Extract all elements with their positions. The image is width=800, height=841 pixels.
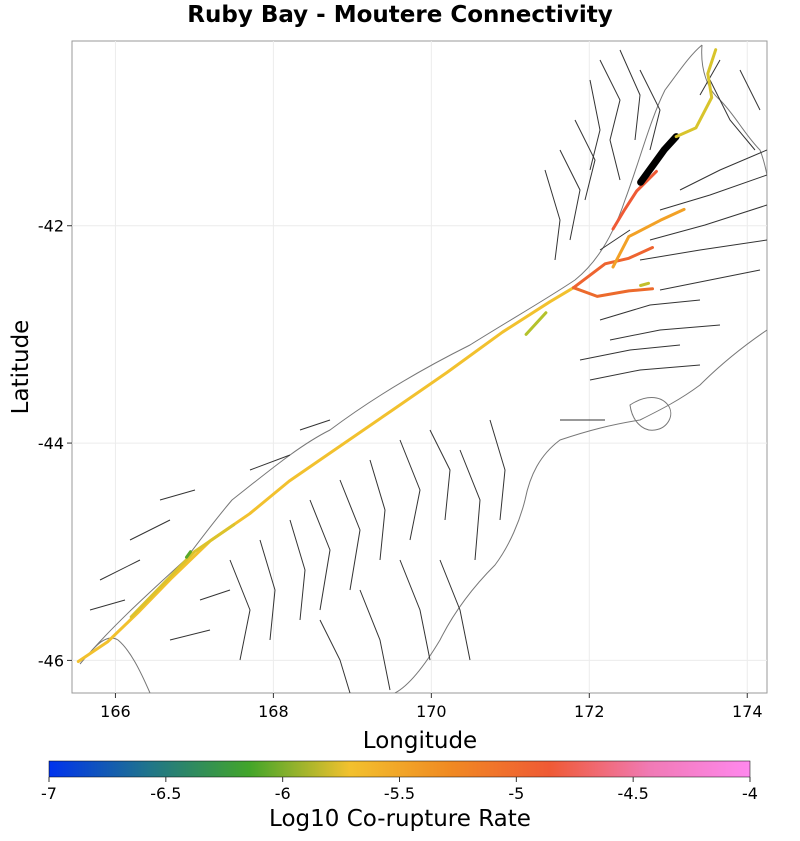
x-tick-label: 166 <box>100 702 131 721</box>
colorbar-tick-label: -7 <box>41 784 57 803</box>
fault-alpine-central- <box>129 523 236 619</box>
x-tick-label: 168 <box>258 702 289 721</box>
fault-fiordland-segment <box>185 550 192 559</box>
colorbar-tick-label: -6 <box>275 784 291 803</box>
colorbar <box>48 760 751 778</box>
colorbar-tick-label: -4.5 <box>618 784 649 803</box>
x-axis-title: Longitude <box>363 728 477 754</box>
fault-kelly <box>524 311 548 336</box>
colorbar-tick-label: -6.5 <box>150 784 181 803</box>
colorbar-tick-label: -4 <box>742 784 758 803</box>
fault-awatere <box>611 207 686 269</box>
x-tick-label: 172 <box>574 702 605 721</box>
plot-panel <box>71 40 768 694</box>
map-title: Ruby Bay - Moutere Connectivity <box>187 2 613 28</box>
colorbar-ticks: -7 -6.5 -6 -5.5 -5 -4.5 -4 <box>41 777 758 803</box>
highlighted-faults <box>76 48 718 663</box>
fault-clarence-segment <box>639 281 650 287</box>
fault-waimea-north- <box>674 48 718 139</box>
x-axis-ticks: 166 168 170 172 174 <box>100 693 763 721</box>
y-tick-label: -44 <box>38 434 64 453</box>
y-tick-label: -42 <box>38 217 64 236</box>
coastline-south-island <box>79 44 767 693</box>
fault-alpine-southern- <box>76 286 575 663</box>
fault-waimea-flaxmore <box>611 169 658 231</box>
fault-hope <box>572 286 654 298</box>
background-faults <box>89 49 767 693</box>
x-tick-label: 174 <box>732 702 763 721</box>
x-tick-label: 170 <box>416 702 447 721</box>
colorbar-tick-label: -5 <box>508 784 524 803</box>
y-axis-title: Latitude <box>8 320 34 415</box>
y-axis-ticks: -42 -44 -46 <box>38 217 72 670</box>
fault-ruby-bay-moutere <box>637 133 680 186</box>
colorbar-tick-label: -5.5 <box>384 784 415 803</box>
colorbar-title: Log10 Co-rupture Rate <box>269 806 531 832</box>
banks-peninsula <box>629 397 672 431</box>
y-tick-label: -46 <box>38 651 64 670</box>
